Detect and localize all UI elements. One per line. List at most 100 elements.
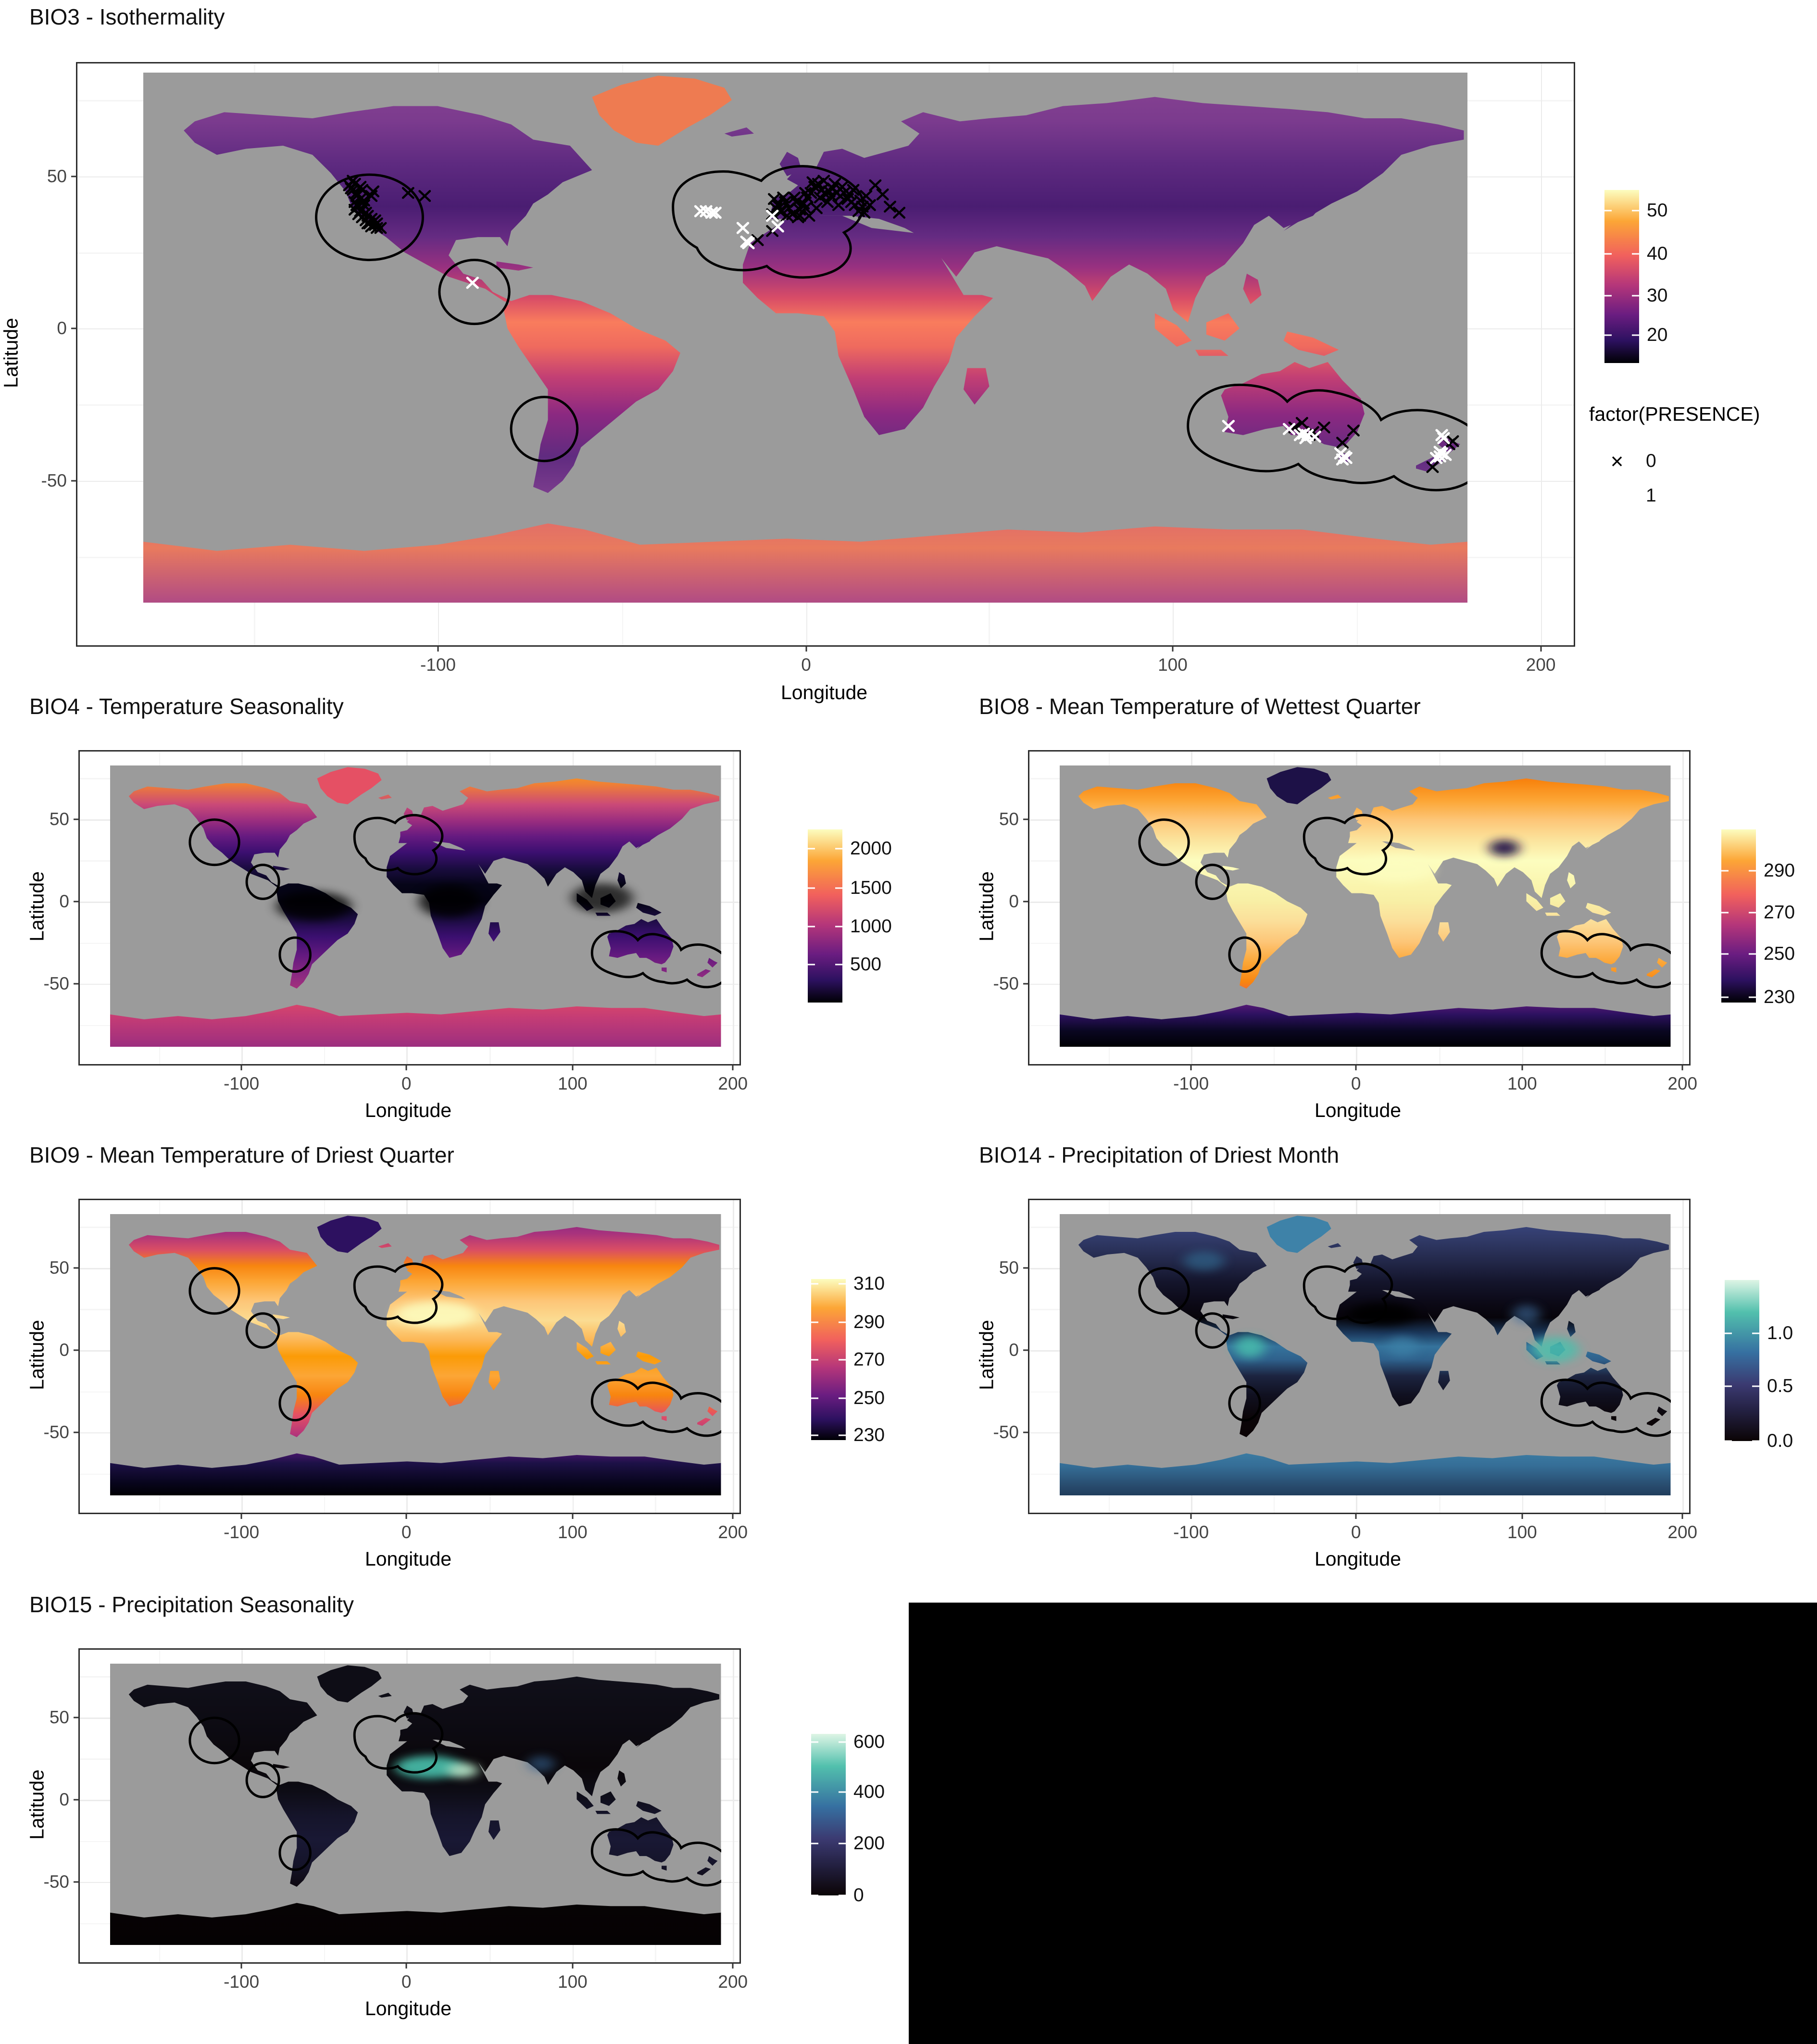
colorbar-tick <box>808 848 815 850</box>
map-plot: -100 0 100 200 50 0 -50 <box>44 750 748 1093</box>
panel-bio9: BIO9 - Mean Temperature of Driest Quarte… <box>25 1142 779 1570</box>
colorbar-tick <box>835 887 842 889</box>
x-tick-label: 0 <box>401 1972 412 1992</box>
colorbar-tick <box>1749 953 1756 955</box>
colorbar-tick-label: 230 <box>1764 987 1795 1008</box>
x-tick-label: 100 <box>1507 1522 1537 1542</box>
colorbar-tick <box>839 1321 846 1323</box>
x-tick-label: 0 <box>801 655 811 675</box>
colorbar-gradient <box>811 1734 846 1896</box>
colorbar-tick-label: 1500 <box>850 878 892 899</box>
presence-legend: factor(PRESENCE) × 0 × 1 <box>1589 403 1760 513</box>
colorbar-tick-label: 30 <box>1647 285 1668 306</box>
colorbar-tick <box>811 1894 818 1896</box>
legend-title: factor(PRESENCE) <box>1589 403 1760 425</box>
colorbar-tick <box>1752 1332 1759 1334</box>
colorbar-tick <box>1632 253 1639 255</box>
y-tick-label: -50 <box>43 1871 69 1892</box>
colorbar-labels: 50 40 30 20 <box>1647 190 1753 363</box>
colorbar-bio4: 2000 1500 1000 500 <box>808 829 892 1003</box>
x-tick-label: 200 <box>1667 1522 1698 1542</box>
colorbar-tick <box>839 1894 846 1896</box>
y-tick-label: -50 <box>41 470 67 490</box>
colorbar-tick-label: 1000 <box>850 915 892 937</box>
panel-bio8: BIO8 - Mean Temperature of Wettest Quart… <box>975 694 1729 1121</box>
x-tick-label: -100 <box>224 1074 260 1093</box>
colorbar-bio3: 50 40 30 20 <box>1604 190 1667 363</box>
colorbar-tick <box>839 1283 846 1285</box>
x-tick-label: 100 <box>1507 1074 1537 1093</box>
colorbar-tick <box>835 848 842 850</box>
colorbar-tick <box>811 1359 818 1360</box>
x-tick-label: -100 <box>224 1972 260 1992</box>
colorbar-tick <box>835 926 842 928</box>
y-axis-title: Latitude <box>975 871 998 941</box>
y-tick-label: -50 <box>993 1422 1019 1442</box>
x-tick-label: 100 <box>1158 655 1188 675</box>
x-axis-title: Longitude <box>364 1099 452 1121</box>
colorbar-tick-label: 250 <box>853 1387 885 1408</box>
y-tick-label: 50 <box>999 1258 1019 1278</box>
world-raster <box>110 765 721 1047</box>
world-raster <box>1060 1214 1671 1496</box>
x-axis-title: Longitude <box>364 1548 452 1570</box>
colorbar-bio14: 1.0 0.5 0.0 <box>1725 1280 1793 1451</box>
colorbar-tick <box>811 1321 818 1323</box>
colorbar-tick-label: 270 <box>1764 902 1795 923</box>
map-plot: -100 0 100 200 50 0 -50 <box>44 1648 748 1992</box>
colorbar-gradient <box>1721 829 1756 1003</box>
y-axis-title: Latitude <box>975 1320 998 1390</box>
colorbar-tick <box>1721 870 1729 872</box>
legend-label: 0 <box>1646 451 1656 471</box>
colorbar-tick-label: 0.0 <box>1767 1430 1793 1451</box>
legend-label: 1 <box>1646 485 1656 506</box>
panel-bio14: BIO14 - Precipitation of Driest Month La… <box>975 1142 1729 1570</box>
colorbar-tick <box>811 1397 818 1399</box>
colorbar-tick <box>811 1741 818 1743</box>
x-tick-label: 0 <box>401 1522 412 1542</box>
colorbar-tick <box>839 1741 846 1743</box>
x-tick-label: 0 <box>1351 1074 1361 1093</box>
map-plot: -100 0 100 200 50 0 -50 <box>41 62 1575 675</box>
colorbar-tick <box>1604 210 1612 212</box>
colorbar-tick <box>811 1434 818 1436</box>
presence-markers <box>467 206 1451 464</box>
colorbar-bio8: 290 270 250 230 <box>1721 829 1795 1007</box>
panel-title: BIO3 - Isothermality <box>29 4 225 29</box>
y-tick-label: 50 <box>49 1707 69 1728</box>
x-tick-label: 0 <box>401 1074 412 1093</box>
x-tick-label: 200 <box>718 1522 748 1542</box>
colorbar-tick <box>808 887 815 889</box>
colorbar-tick-label: 200 <box>853 1833 885 1854</box>
world-raster <box>143 73 1468 603</box>
x-axis-title: Longitude <box>780 681 868 703</box>
colorbar-labels: 290 270 250 230 <box>1764 829 1817 1007</box>
y-tick-label: 0 <box>1009 891 1019 911</box>
y-tick-label: 50 <box>47 166 67 186</box>
colorbar-tick <box>811 1843 818 1844</box>
colorbar-tick <box>839 1397 846 1399</box>
y-tick-label: 0 <box>59 1340 69 1360</box>
colorbar-tick <box>1721 912 1729 914</box>
colorbar-labels: 2000 1500 1000 500 <box>850 829 956 1003</box>
world-map-svg <box>110 765 721 1047</box>
y-tick-label: 0 <box>57 318 67 338</box>
colorbar-tick <box>1721 953 1729 955</box>
colorbar-tick <box>811 1283 818 1285</box>
colorbar-tick-label: 290 <box>853 1312 885 1333</box>
map-plot: -100 0 100 200 50 0 -50 <box>993 750 1697 1093</box>
colorbar-labels: 310 290 270 250 230 <box>853 1273 959 1445</box>
y-tick-label: -50 <box>993 973 1019 993</box>
colorbar-tick-label: 50 <box>1647 200 1668 221</box>
colorbar-tick-label: 20 <box>1647 325 1668 346</box>
colorbar-tick <box>1725 1440 1732 1442</box>
colorbar-tick-label: 40 <box>1647 243 1668 264</box>
x-tick-label: -100 <box>224 1522 260 1542</box>
y-axis-title: Latitude <box>25 1320 48 1390</box>
x-tick-label: 200 <box>1526 655 1556 675</box>
colorbar-bio15: 600 400 200 0 <box>811 1731 885 1906</box>
x-axis-title: Longitude <box>1314 1548 1402 1570</box>
y-tick-label: 50 <box>49 809 69 829</box>
panel-bio3: BIO3 - Isothermality Latitude -100 0 100 20… <box>0 4 1582 703</box>
colorbar-tick <box>1749 870 1756 872</box>
